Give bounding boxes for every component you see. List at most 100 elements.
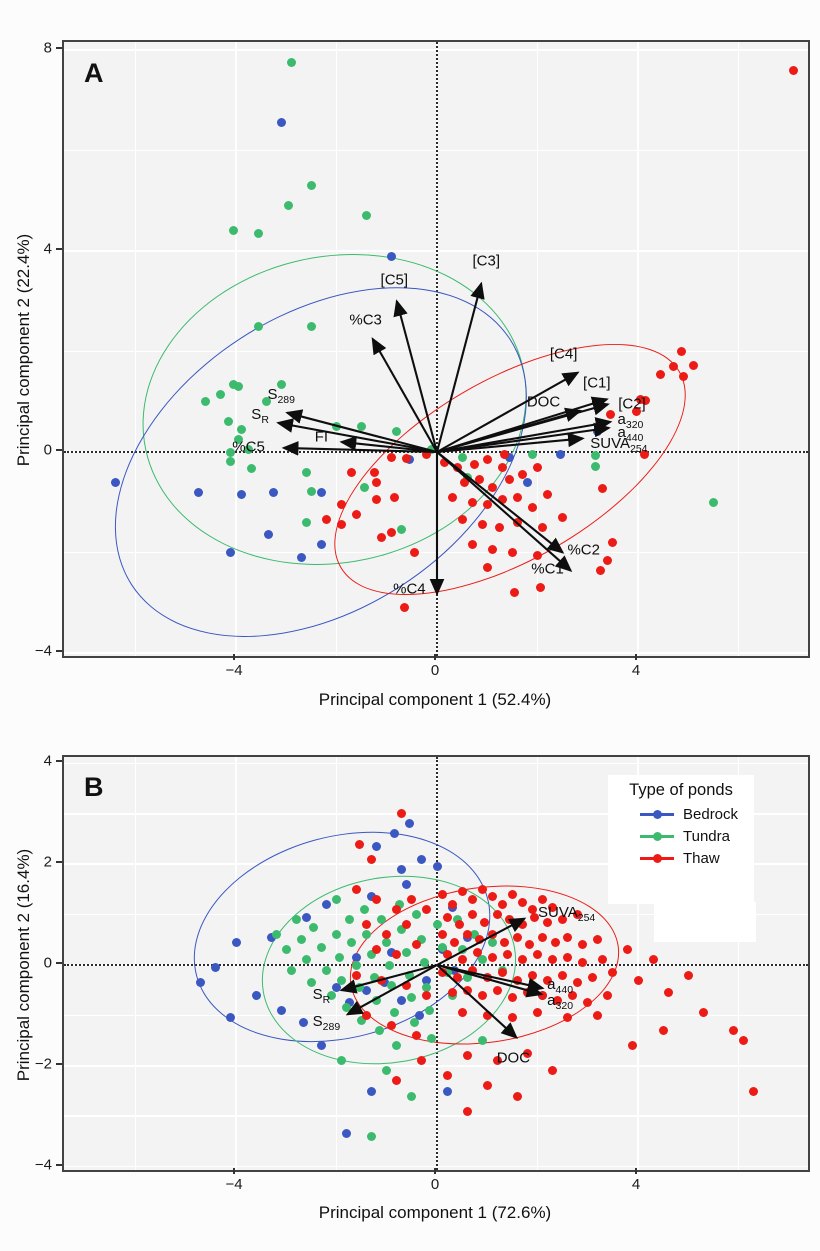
gridline-vertical [637,42,639,656]
data-point-thaw [482,500,492,510]
gridline-vertical [235,757,237,1170]
loading-label-s289: S289 [312,1013,341,1034]
data-point-tundra [276,379,286,389]
loading-label-c4: [C4] [549,345,578,363]
data-point-thaw [477,884,487,894]
loading-label-suva254: SUVA254 [538,903,596,924]
data-point-tundra [301,955,311,965]
y-axis-tick [56,962,62,964]
y-axis-tick [56,47,62,49]
data-point-tundra [402,947,412,957]
data-point-tundra [306,486,316,496]
y-axis-tick-label: 4 [43,752,52,770]
data-point-thaw [568,990,578,1000]
data-point-thaw [497,495,507,505]
data-point-thaw [595,565,605,575]
data-point-thaw [527,502,537,512]
y-axis-tick [56,1163,62,1166]
panel-b-plot-area: SUVA254 a440 a320 SR S289 DOC Type of ponds Bed… [62,755,810,1172]
data-point-thaw [553,995,563,1005]
data-point-tundra [527,450,537,459]
data-point-thaw [641,395,651,405]
data-point-bedrock [389,829,399,839]
data-point-bedrock [372,842,382,852]
data-point-tundra [412,910,422,920]
data-point-thaw [487,892,497,902]
data-point-thaw [563,932,573,942]
data-point-bedrock [387,947,397,957]
legend-entry-tundra: Tundra [618,825,744,847]
data-point-thaw [749,1086,759,1096]
data-point-bedrock [316,540,326,550]
data-point-tundra [387,980,397,990]
data-point-tundra [223,417,233,427]
y-axis-tick [56,861,62,864]
data-point-thaw [392,1076,402,1086]
loading-label-a320: a320 [547,992,574,1013]
data-point-thaw [352,510,362,520]
gridline-vertical [335,757,338,1170]
data-point-thaw [507,548,517,557]
data-point-tundra [392,1041,402,1051]
x-axis-tick [434,654,436,660]
data-point-thaw [399,603,409,613]
data-point-thaw [442,912,452,922]
data-point-thaw [668,362,678,372]
data-point-thaw [639,450,649,459]
loading-label-c3: %C3 [349,311,382,329]
gridline-vertical [134,42,137,656]
data-point-thaw [663,988,673,998]
legend-glyph-bedrock [640,809,674,819]
y-axis-tick-label: 4 [43,240,52,258]
data-point-thaw [533,1008,542,1018]
data-point-thaw [598,484,608,494]
loading-label-doc: DOC [526,393,561,411]
data-point-bedrock [432,862,442,872]
data-point-thaw [533,462,542,472]
data-point-tundra [306,321,316,331]
data-point-tundra [281,945,291,955]
data-point-tundra [419,957,429,967]
data-point-tundra [226,456,236,466]
data-point-tundra [284,201,294,211]
data-point-thaw [608,968,618,978]
x-axis-tick-label: 4 [631,662,641,679]
data-point-bedrock [321,900,331,910]
data-point-tundra [286,58,296,68]
data-point-thaw [362,1010,372,1020]
loading-label-c5: %C5 [232,438,265,456]
data-point-tundra [404,970,414,980]
data-point-thaw [452,973,462,983]
legend-title: Type of ponds [629,781,733,799]
loading-label-c2: %C2 [567,541,600,559]
data-point-tundra [477,1036,487,1046]
data-point-thaw [482,973,492,983]
data-point-tundra [457,945,467,955]
legend-spacer [654,902,756,942]
loading-label-sr: SR [251,405,269,426]
data-point-thaw [372,894,382,904]
loading-label-s289: S289 [267,385,295,406]
data-point-thaw [462,1051,472,1061]
panel-a-plot-area: [C3] [C5] %C3 [C4] [C1] DOC [C2] a320 a440 SUVA25… [62,40,810,658]
data-point-bedrock [332,983,341,993]
data-point-thaw [467,497,477,507]
data-point-bedrock [231,937,241,947]
x-axis-tick [233,1168,235,1174]
loading-label-a320: a320 [617,410,644,431]
data-point-thaw [497,462,507,472]
y-axis-tick [56,650,62,652]
loading-label-c2: [C2] [618,395,646,413]
data-point-thaw [337,500,347,510]
data-point-tundra [236,424,246,434]
data-point-tundra [228,379,238,389]
y-axis-tick-label: −4 [34,642,52,660]
data-point-thaw [482,1010,492,1020]
data-point-thaw [728,1026,738,1036]
data-point-thaw [530,912,540,922]
data-point-thaw [548,955,558,965]
data-point-thaw [347,467,357,477]
loading-label-c1: [C1] [583,374,611,392]
data-point-bedrock [296,553,306,563]
loading-label-a440: a440 [617,423,644,444]
